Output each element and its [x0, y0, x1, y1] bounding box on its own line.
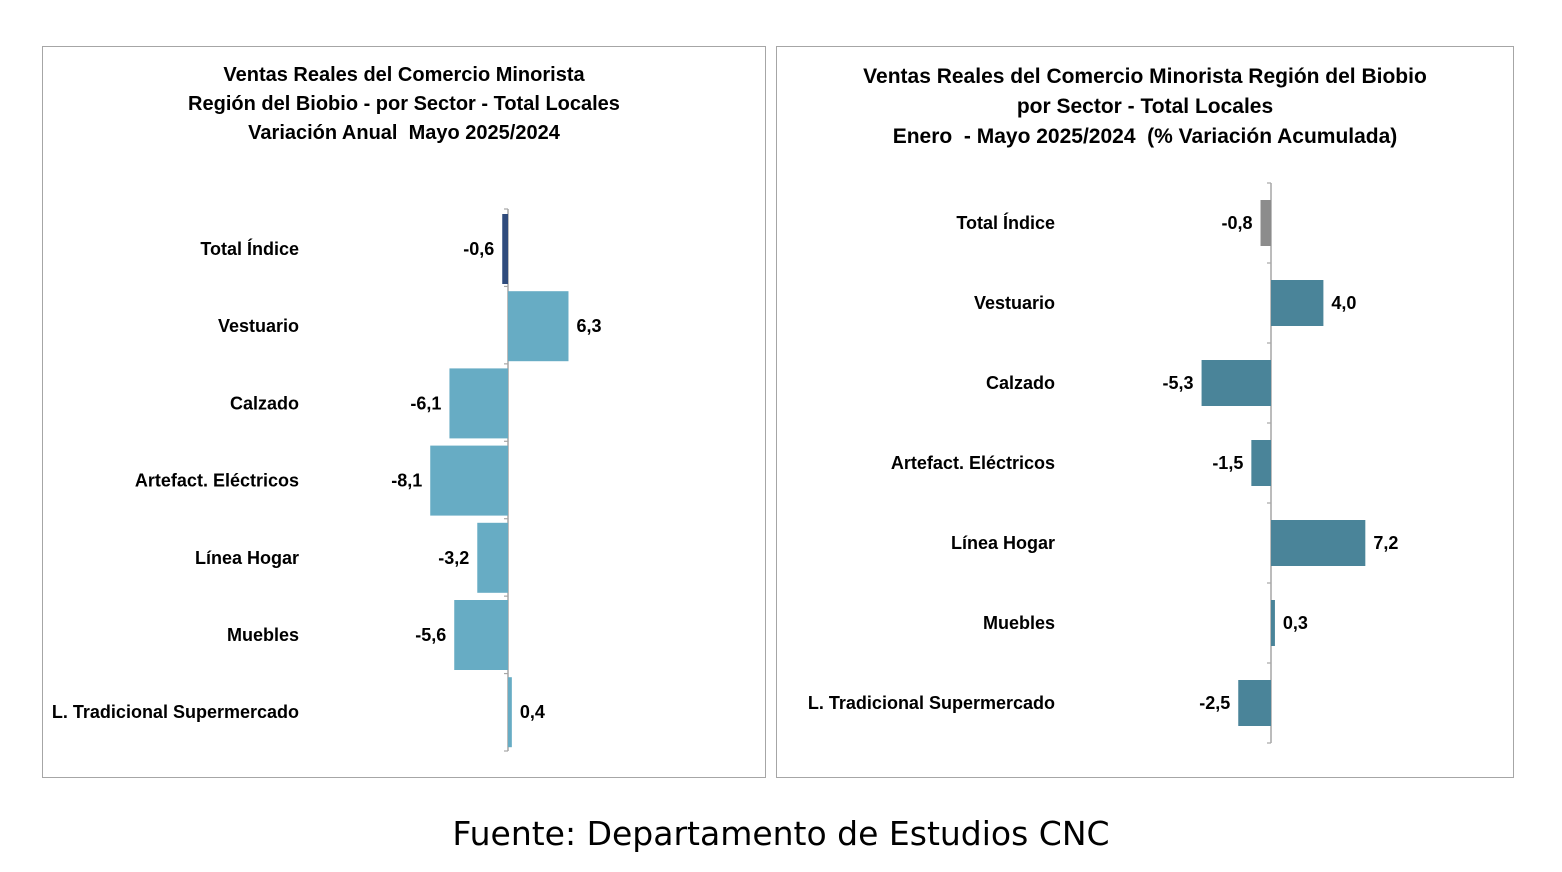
- chart-title-line: Variación Anual Mayo 2025/2024: [248, 122, 560, 144]
- source-note: Fuente: Departamento de Estudios CNC: [452, 814, 1110, 853]
- category-label: L. Tradicional Supermercado: [52, 702, 299, 722]
- data-label: -8,1: [391, 471, 422, 491]
- bar: [1271, 600, 1275, 646]
- chart-title-line: Región del Biobio - por Sector - Total L…: [188, 93, 620, 115]
- category-label: Vestuario: [974, 293, 1055, 313]
- chart-title-line: por Sector - Total Locales: [1016, 95, 1274, 118]
- bar: [449, 368, 508, 439]
- category-label: Línea Hogar: [951, 533, 1055, 553]
- category-label: Línea Hogar: [195, 548, 299, 568]
- chart-panel-annual: Ventas Reales del Comercio Minorista Reg…: [42, 46, 766, 778]
- data-label: -0,8: [1221, 213, 1252, 233]
- data-label: -6,1: [410, 393, 441, 413]
- category-label: Total Índice: [200, 238, 299, 259]
- bar: [454, 600, 508, 670]
- category-label: Calzado: [230, 393, 299, 413]
- data-label: -5,3: [1163, 373, 1194, 393]
- bar: [477, 522, 508, 593]
- data-label: 7,2: [1373, 533, 1398, 553]
- chart-title: Ventas Reales del Comercio Minorista Reg…: [777, 62, 1513, 152]
- category-label: Artefact. Eléctricos: [891, 453, 1055, 473]
- bar: [430, 445, 508, 516]
- data-label: -2,5: [1199, 693, 1230, 713]
- category-label: Artefact. Eléctricos: [135, 471, 299, 491]
- data-label: -0,6: [463, 239, 494, 259]
- chart-title: Ventas Reales del Comercio Minorista Reg…: [43, 61, 765, 148]
- category-label: Total Índice: [956, 212, 1055, 233]
- data-label: 0,4: [520, 702, 545, 722]
- data-label: 4,0: [1331, 293, 1356, 313]
- data-label: -3,2: [438, 548, 469, 568]
- bar: [1238, 680, 1271, 726]
- category-label: Vestuario: [218, 316, 299, 336]
- data-label: 0,3: [1283, 613, 1308, 633]
- chart-title-line: Ventas Reales del Comercio Minorista Reg…: [863, 65, 1427, 88]
- data-label: -5,6: [415, 625, 446, 645]
- bar: [1271, 280, 1324, 326]
- bar: [502, 214, 508, 284]
- bar: [1201, 360, 1271, 406]
- category-label: Calzado: [986, 373, 1055, 393]
- chart-title-line: Ventas Reales del Comercio Minorista: [223, 64, 585, 86]
- bar: [1271, 520, 1366, 566]
- chart-panel-cumulative: Ventas Reales del Comercio Minorista Reg…: [776, 46, 1514, 778]
- category-label: L. Tradicional Supermercado: [808, 693, 1055, 713]
- category-label: Muebles: [227, 625, 299, 645]
- bar: [1251, 440, 1271, 486]
- bar-chart-annual: Total Índice -0,6 Vestuario 6,3 Calzado -6,1 A…: [52, 208, 602, 752]
- chart-title-line: Enero - Mayo 2025/2024 (% Variación Acum…: [892, 125, 1398, 148]
- bar: [508, 291, 569, 362]
- bar: [1260, 200, 1271, 246]
- category-label: Muebles: [983, 613, 1055, 633]
- data-label: -1,5: [1212, 453, 1243, 473]
- bar-chart-cumulative: Total Índice -0,8 Vestuario 4,0 Calzado -5,3 A…: [808, 182, 1398, 744]
- bar: [508, 677, 512, 748]
- data-label: 6,3: [576, 316, 601, 336]
